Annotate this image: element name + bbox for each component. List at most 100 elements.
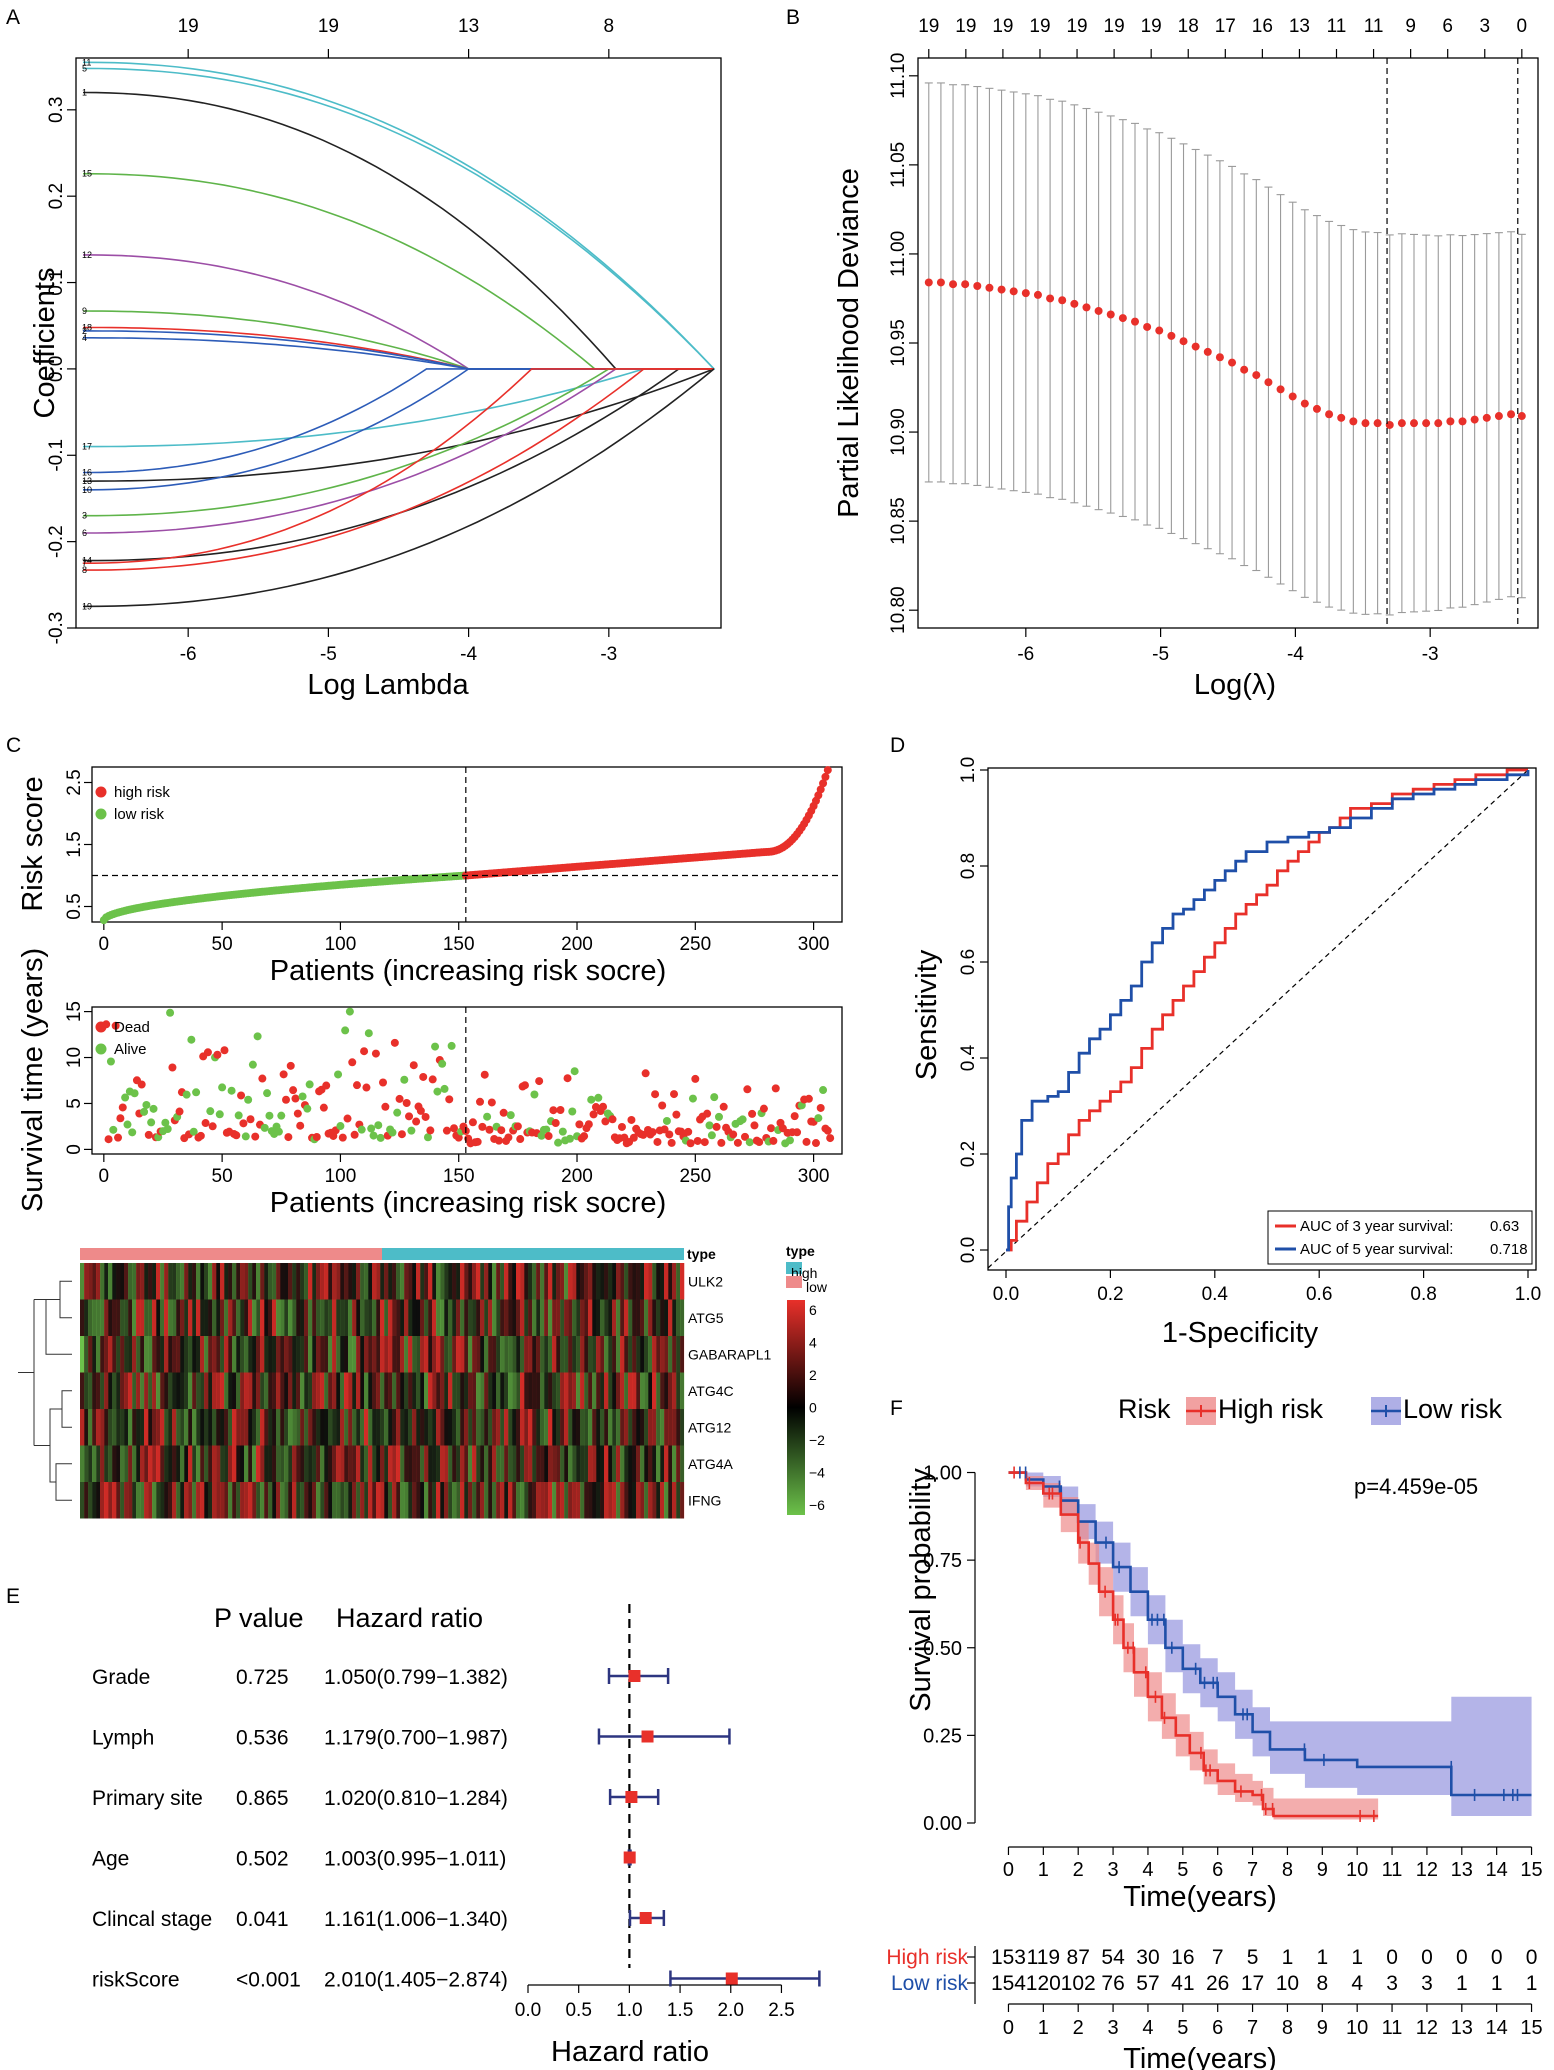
- top-tick-label: 19: [318, 16, 339, 37]
- heatmap-cell: [592, 1409, 597, 1446]
- heatmap-cell: [468, 1299, 473, 1336]
- heatmap-cell: [112, 1445, 117, 1482]
- survival-point: [168, 1063, 177, 1072]
- heatmap-cell: [180, 1372, 185, 1409]
- heatmap-cell: [560, 1299, 565, 1336]
- heatmap-cell: [444, 1372, 449, 1409]
- heatmap-cell: [464, 1299, 469, 1336]
- x-tick-label: 1.0: [616, 2000, 642, 2021]
- risk-table-cell: 120: [1026, 1972, 1061, 1995]
- survival-point: [554, 1138, 563, 1147]
- heatmap-cell: [564, 1263, 569, 1300]
- heatmap-cell: [508, 1409, 513, 1446]
- survival-point: [111, 1021, 120, 1030]
- heatmap-cell: [328, 1336, 333, 1373]
- x-tick-label: 1: [1038, 1859, 1049, 1881]
- heatmap-cell: [472, 1445, 477, 1482]
- x-tick-label: 2: [1073, 2017, 1084, 2039]
- heatmap-cell: [280, 1409, 285, 1446]
- heatmap-cell: [604, 1409, 609, 1446]
- heatmap-cell: [92, 1409, 97, 1446]
- heatmap-cell: [400, 1263, 405, 1300]
- heatmap-cell: [328, 1299, 333, 1336]
- heatmap-cell: [204, 1299, 209, 1336]
- survival-point: [445, 1095, 454, 1104]
- heatmap-cell: [528, 1409, 533, 1446]
- heatmap-cell: [212, 1372, 217, 1409]
- roc-legend-box: [1267, 1210, 1533, 1265]
- heatmap-cell: [344, 1409, 349, 1446]
- heatmap-cell: [124, 1336, 129, 1373]
- heatmap-cell: [644, 1336, 649, 1373]
- heatmap-cell: [412, 1336, 417, 1373]
- heatmap-cell: [112, 1372, 117, 1409]
- heatmap-cell: [192, 1263, 197, 1300]
- heatmap-cell: [196, 1336, 201, 1373]
- heatmap-cell: [668, 1263, 673, 1300]
- heatmap-cell: [460, 1372, 465, 1409]
- heatmap-cell: [628, 1482, 632, 1519]
- heatmap-cell: [296, 1372, 301, 1409]
- heatmap-cell: [600, 1336, 605, 1373]
- heatmap-cell: [480, 1336, 484, 1373]
- heatmap-cell: [232, 1373, 236, 1410]
- heatmap-cell: [248, 1336, 253, 1373]
- heatmap-cell: [332, 1445, 337, 1482]
- heatmap-cell: [84, 1482, 89, 1519]
- survival-point: [412, 1117, 421, 1126]
- coef-label-11: 11: [82, 57, 91, 67]
- heatmap-cell: [324, 1482, 329, 1519]
- forest-row-hr: 2.010(1.405−2.874): [324, 1969, 508, 1992]
- heatmap-cell: [128, 1445, 133, 1482]
- heatmap-cell: [208, 1336, 213, 1373]
- heatmap-cell: [544, 1263, 549, 1300]
- heatmap-cell: [160, 1372, 165, 1409]
- heatmap-cell: [100, 1336, 105, 1373]
- heatmap-cell: [288, 1336, 293, 1373]
- heatmap-cell: [680, 1372, 685, 1409]
- heatmap-cell: [388, 1445, 393, 1482]
- heatmap-cell: [260, 1409, 265, 1446]
- heatmap-cell: [548, 1263, 553, 1300]
- heatmap-cell: [288, 1482, 293, 1519]
- heatmap-cell: [556, 1263, 561, 1300]
- survival-point: [551, 1119, 560, 1128]
- heatmap-cell: [560, 1263, 565, 1300]
- heatmap-cell: [368, 1409, 373, 1446]
- risk-table-cell: 1: [1282, 1946, 1294, 1969]
- heatmap-cell: [196, 1409, 201, 1446]
- heatmap-cell: [652, 1445, 657, 1482]
- risk-table-cell: 102: [1061, 1972, 1096, 1995]
- heatmap-cell: [308, 1445, 313, 1482]
- survival-point: [506, 1111, 515, 1120]
- heatmap-cell: [344, 1299, 349, 1336]
- heatmap-cell: [300, 1336, 305, 1373]
- heatmap-cell: [380, 1445, 385, 1482]
- panel-f-xlabel: Time(years): [1123, 1881, 1277, 1913]
- survival-point: [693, 1136, 702, 1145]
- heatmap-cell: [360, 1445, 365, 1482]
- heatmap-cell: [452, 1445, 457, 1482]
- heatmap-cell: [224, 1336, 229, 1373]
- heatmap-cell: [304, 1445, 309, 1482]
- heatmap-cell: [360, 1299, 365, 1336]
- heatmap-cell: [148, 1336, 153, 1373]
- heatmap-scale-label: −2: [809, 1432, 825, 1448]
- survival-point: [263, 1089, 272, 1098]
- survival-point: [336, 1122, 345, 1131]
- forest-point: [641, 1730, 654, 1743]
- deviance-point: [1276, 385, 1285, 394]
- x-tick-label: 14: [1486, 1859, 1508, 1881]
- heatmap-cell: [384, 1372, 389, 1409]
- survival-point: [106, 1057, 115, 1066]
- heatmap-cell: [576, 1482, 581, 1519]
- heatmap-scale-label: 0: [809, 1400, 817, 1416]
- heatmap-cell: [424, 1299, 429, 1336]
- heatmap-cell: [128, 1482, 133, 1519]
- heatmap-cell: [572, 1336, 577, 1373]
- heatmap-cell: [140, 1409, 145, 1446]
- y-tick-label: 0.75: [923, 1550, 962, 1572]
- heatmap-cell: [636, 1409, 640, 1446]
- heatmap-cell: [664, 1445, 669, 1482]
